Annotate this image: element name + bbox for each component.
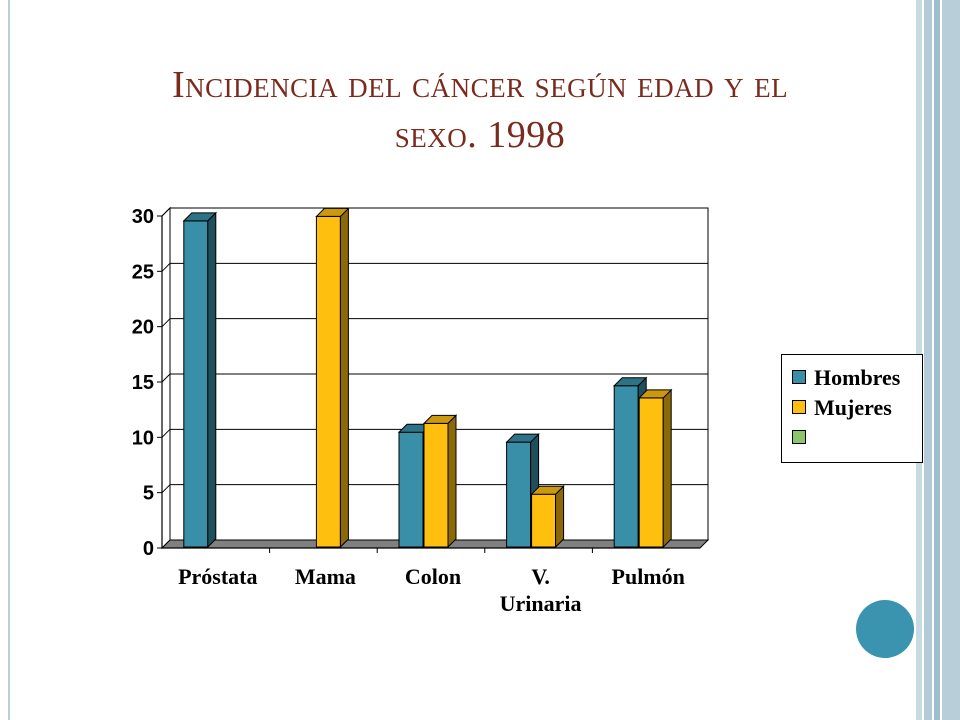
y-tick-label: 20 [132,317,154,339]
y-tick-label: 15 [132,372,154,394]
y-tick-label: 25 [132,261,154,283]
bar [506,441,532,548]
bar-side [447,414,457,549]
bar-top [315,207,350,217]
title-line-1: Incidencia del cáncer según edad y el [171,64,789,106]
gridline-side [161,207,171,217]
gridline-side [161,262,171,272]
y-tick-label: 10 [132,427,154,449]
y-tick-label: 30 [132,206,154,228]
legend-swatch [792,400,806,414]
bar [531,493,557,548]
x-tick-label: Mama [295,564,356,589]
bar-side [207,211,217,549]
legend-label: Mujeres [814,395,892,420]
gridline-side [161,484,171,494]
y-tick-label: 0 [143,538,154,560]
bar-side [555,484,565,549]
bar-top [182,212,218,222]
bar [423,422,449,548]
y-tick-label: 5 [143,483,154,505]
legend-swatch [792,430,806,444]
bar [398,431,424,548]
x-tick-label: Pulmón [612,564,685,589]
bar-side [662,388,672,549]
chart-legend: Hombres Mujeres [781,354,923,463]
gridline-side [161,428,171,438]
bar-top [612,377,648,387]
bar [638,397,664,548]
bar [613,385,639,548]
bar-top [530,485,565,495]
x-tick-label: V. Urinaria [500,564,582,616]
bar-side [339,207,349,549]
legend-label: Hombres [814,365,901,390]
legend-swatch [792,370,806,384]
slide-title: Incidencia del cáncer según edad y el se… [60,60,900,160]
gridline-side [161,318,171,328]
x-tick-label: Próstata [178,564,257,589]
decorative-circle [856,600,914,658]
gridline-side [161,373,171,383]
bar-top [422,414,458,424]
title-line-2: sexo. 1998 [394,114,566,156]
bar [183,220,209,548]
slide-left-border [8,0,10,720]
bar [315,215,341,548]
bar-top [505,433,540,443]
bar-top [637,389,673,399]
x-tick-label: Colon [405,564,461,589]
